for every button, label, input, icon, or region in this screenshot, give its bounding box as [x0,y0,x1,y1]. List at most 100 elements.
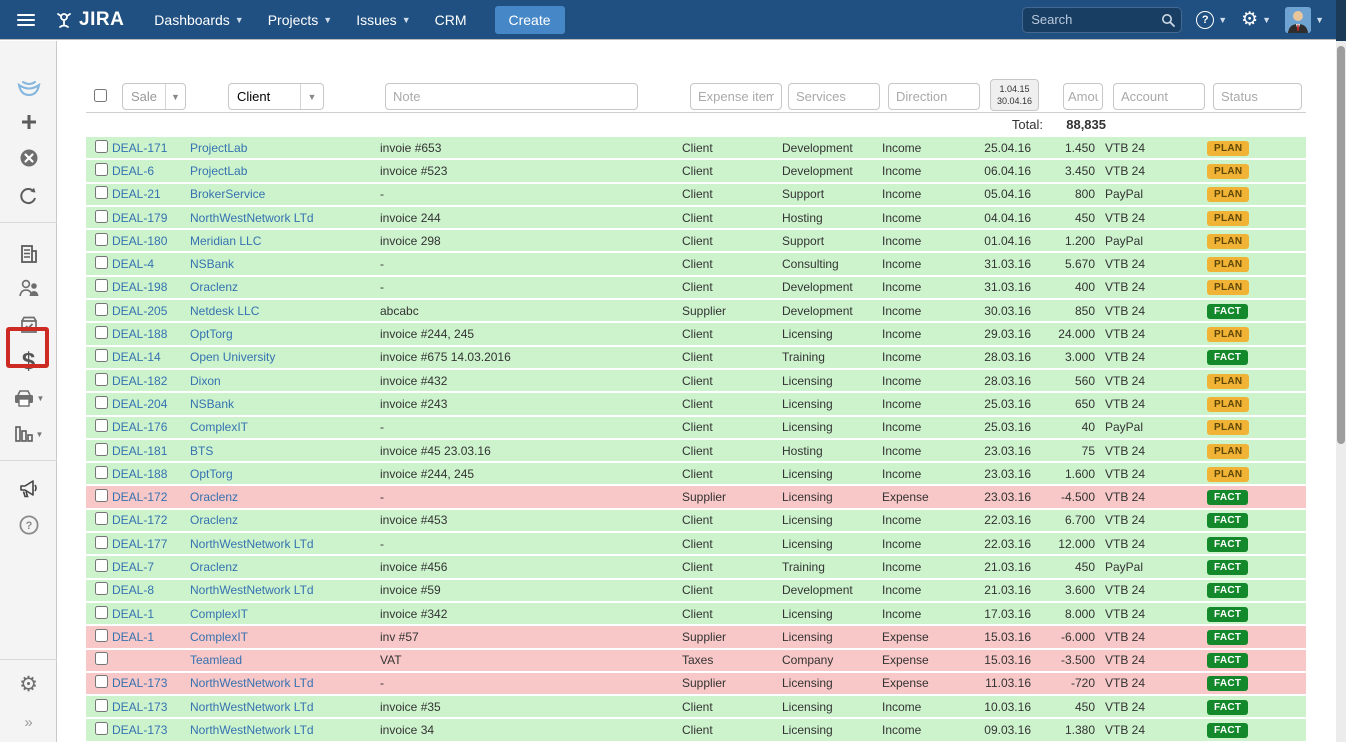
deal-key-link[interactable]: DEAL-8 [112,583,154,597]
nav-crm[interactable]: CRM [435,12,467,28]
row-checkbox[interactable] [95,443,108,456]
deal-key-link[interactable]: DEAL-14 [112,350,161,364]
deal-key-link[interactable]: DEAL-173 [112,676,167,690]
redo-icon[interactable] [0,181,57,211]
deal-key-link[interactable]: DEAL-205 [112,304,167,318]
deal-key-link[interactable]: DEAL-7 [112,560,154,574]
row-checkbox[interactable] [95,186,108,199]
deal-key-link[interactable]: DEAL-1 [112,630,154,644]
company-link[interactable]: Dixon [190,374,221,388]
deal-key-link[interactable]: DEAL-1 [112,607,154,621]
row-checkbox[interactable] [95,559,108,572]
print-icon[interactable]: ▼ [0,383,57,413]
row-checkbox[interactable] [95,489,108,502]
announcement-icon[interactable] [0,473,57,503]
row-checkbox[interactable] [95,419,108,432]
deal-key-link[interactable]: DEAL-179 [112,211,167,225]
row-checkbox[interactable] [95,512,108,525]
row-checkbox[interactable] [95,606,108,619]
direction-filter-input[interactable] [888,83,980,110]
status-badge[interactable]: FACT [1207,630,1248,645]
sale-type-dropdown[interactable]: Sale ▼ [122,83,186,110]
status-badge[interactable]: FACT [1207,607,1248,622]
products-icon[interactable] [0,310,57,340]
status-badge[interactable]: PLAN [1207,141,1249,156]
row-checkbox[interactable] [95,326,108,339]
company-link[interactable]: ProjectLab [190,164,247,178]
status-badge[interactable]: FACT [1207,304,1248,319]
collapse-chevrons-icon[interactable]: » [0,707,57,737]
account-filter-input[interactable] [1113,83,1205,110]
status-badge[interactable]: PLAN [1207,467,1249,482]
company-link[interactable]: OptTorg [190,467,233,481]
admin-menu-button[interactable]: ⚙ ▼ [1241,10,1271,29]
status-badge[interactable]: FACT [1207,350,1248,365]
status-badge[interactable]: PLAN [1207,234,1249,249]
status-badge[interactable]: PLAN [1207,211,1249,226]
deal-key-link[interactable]: DEAL-198 [112,280,167,294]
note-filter-input[interactable] [385,83,638,110]
row-checkbox[interactable] [95,140,108,153]
company-link[interactable]: ComplexIT [190,420,248,434]
nav-issues[interactable]: Issues ▼ [356,12,410,28]
transactions-dollar-icon[interactable]: $ [0,347,57,377]
status-badge[interactable]: FACT [1207,700,1248,715]
company-link[interactable]: Netdesk LLC [190,304,259,318]
deal-key-link[interactable]: DEAL-188 [112,467,167,481]
status-badge[interactable]: FACT [1207,653,1248,668]
create-button[interactable]: Create [495,6,565,34]
company-link[interactable]: ComplexIT [190,630,248,644]
row-checkbox[interactable] [95,536,108,549]
company-link[interactable]: NorthWestNetwork LTd [190,723,314,737]
deal-key-link[interactable]: DEAL-172 [112,490,167,504]
row-checkbox[interactable] [95,652,108,665]
crm-logo[interactable] [0,75,57,105]
row-checkbox[interactable] [95,675,108,688]
deal-key-link[interactable]: DEAL-180 [112,234,167,248]
company-link[interactable]: BrokerService [190,187,265,201]
row-checkbox[interactable] [95,699,108,712]
deal-key-link[interactable]: DEAL-177 [112,537,167,551]
status-badge[interactable]: PLAN [1207,397,1249,412]
status-badge[interactable]: PLAN [1207,444,1249,459]
status-badge[interactable]: PLAN [1207,327,1249,342]
row-checkbox[interactable] [95,233,108,246]
deal-key-link[interactable]: DEAL-181 [112,444,167,458]
status-badge[interactable]: PLAN [1207,374,1249,389]
company-link[interactable]: Oraclenz [190,560,238,574]
deal-key-link[interactable]: DEAL-204 [112,397,167,411]
help-circle-icon[interactable]: ? [0,510,57,540]
status-badge[interactable]: PLAN [1207,257,1249,272]
amount-filter-input[interactable] [1063,83,1103,110]
status-badge[interactable]: PLAN [1207,420,1249,435]
row-checkbox[interactable] [95,466,108,479]
contacts-icon[interactable] [0,273,57,303]
deal-key-link[interactable]: DEAL-176 [112,420,167,434]
company-link[interactable]: Teamlead [190,653,242,667]
row-checkbox[interactable] [95,396,108,409]
user-menu-button[interactable]: ▼ [1285,7,1324,33]
deal-key-link[interactable]: DEAL-188 [112,327,167,341]
expense-items-filter-input[interactable] [690,83,782,110]
row-checkbox[interactable] [95,279,108,292]
reports-chart-icon[interactable]: ▼ [0,419,57,449]
company-link[interactable]: NSBank [190,397,234,411]
add-icon[interactable] [0,107,57,137]
company-link[interactable]: NSBank [190,257,234,271]
vertical-scrollbar[interactable] [1336,0,1346,742]
row-checkbox[interactable] [95,210,108,223]
company-link[interactable]: ProjectLab [190,141,247,155]
select-all-checkbox[interactable] [94,89,107,102]
row-checkbox[interactable] [95,373,108,386]
hamburger-icon[interactable] [6,0,46,40]
search-input[interactable] [1022,7,1182,33]
chevron-down-icon[interactable]: ▼ [165,84,185,109]
company-link[interactable]: Oraclenz [190,513,238,527]
deal-key-link[interactable]: DEAL-6 [112,164,154,178]
status-badge[interactable]: PLAN [1207,187,1249,202]
scrollbar-thumb[interactable] [1337,46,1345,444]
deal-key-link[interactable]: DEAL-21 [112,187,161,201]
deal-key-link[interactable]: DEAL-173 [112,723,167,737]
status-badge[interactable]: FACT [1207,560,1248,575]
status-badge[interactable]: FACT [1207,676,1248,691]
